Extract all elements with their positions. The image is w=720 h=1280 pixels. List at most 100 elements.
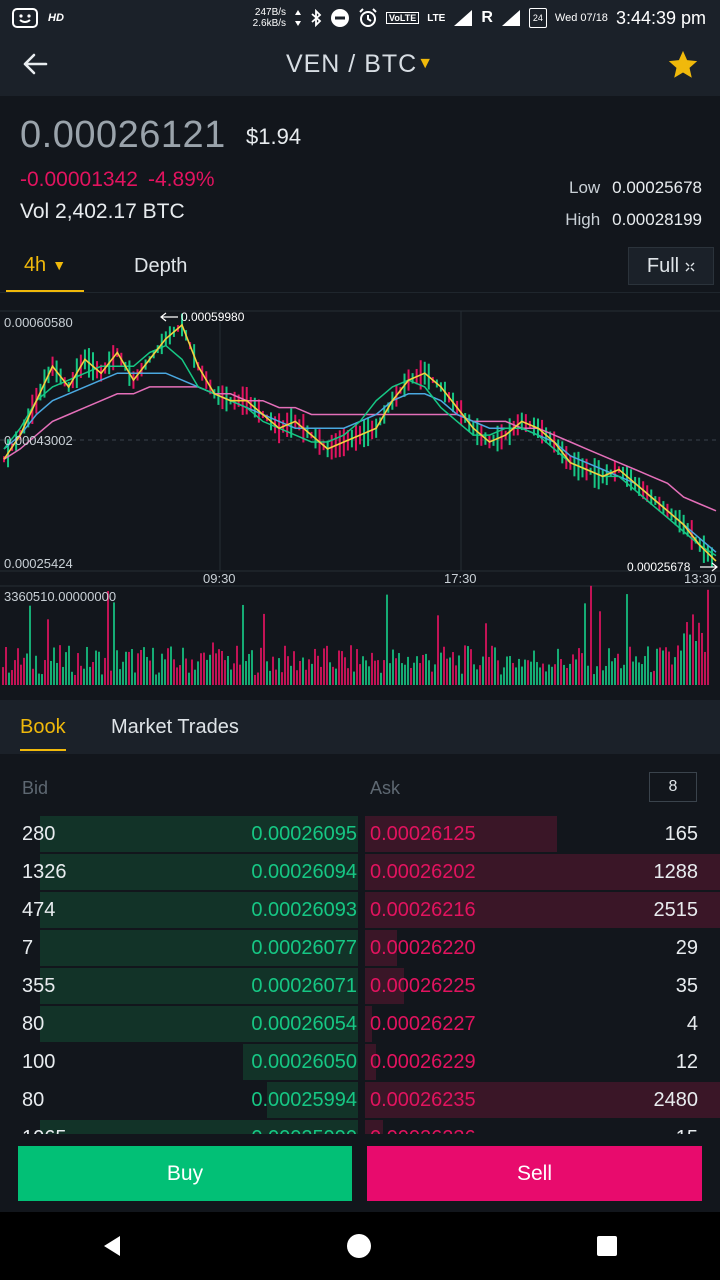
buy-button[interactable]: Buy bbox=[18, 1146, 352, 1201]
volume-bar bbox=[119, 669, 121, 685]
sell-button[interactable]: Sell bbox=[367, 1146, 702, 1201]
orderbook-row[interactable]: 1326 0.00026094 0.00026202 1288 bbox=[0, 854, 720, 892]
volume-bar bbox=[659, 647, 661, 685]
volume-bar bbox=[128, 651, 130, 685]
volume-bar bbox=[11, 670, 13, 685]
volume-bar bbox=[257, 672, 259, 685]
ma-fast-line bbox=[3, 344, 717, 557]
volume-bar bbox=[224, 660, 226, 685]
volume-bar bbox=[329, 662, 331, 685]
volume-bar bbox=[410, 667, 412, 685]
volume-bar bbox=[557, 648, 559, 685]
back-button[interactable] bbox=[18, 50, 52, 82]
ask-depth-bar bbox=[365, 892, 720, 928]
volume-bar bbox=[587, 665, 589, 685]
volume-bar bbox=[608, 648, 610, 685]
orderbook-row[interactable]: 474 0.00026093 0.00026216 2515 bbox=[0, 892, 720, 930]
volume-bar bbox=[671, 664, 673, 685]
volume-bar bbox=[179, 665, 181, 685]
volume-bar bbox=[98, 651, 100, 685]
orderbook-row[interactable]: 100 0.00026050 0.00026229 12 bbox=[0, 1044, 720, 1082]
volume-bar bbox=[488, 656, 490, 685]
orderbook-row[interactable]: 7 0.00026077 0.00026220 29 bbox=[0, 930, 720, 968]
date: Wed 07/18 bbox=[554, 12, 608, 24]
favorite-button[interactable] bbox=[666, 48, 700, 82]
volume-bar bbox=[398, 653, 400, 685]
volume-bar bbox=[491, 645, 493, 685]
volume-bar bbox=[569, 663, 571, 685]
back-arrow-icon bbox=[22, 52, 48, 81]
bid-quantity: 355 bbox=[22, 975, 56, 997]
volume-bar bbox=[143, 647, 145, 685]
volume-bar bbox=[332, 666, 334, 685]
volume-bar bbox=[572, 654, 574, 685]
price-change: -0.00001342 -4.89% bbox=[20, 168, 215, 192]
nav-recents-icon[interactable] bbox=[597, 1236, 617, 1256]
volume-bar bbox=[437, 615, 439, 685]
min-marker-arrow bbox=[700, 562, 718, 572]
volume-bar bbox=[2, 667, 4, 685]
volume-bar bbox=[302, 657, 304, 685]
volume-bar bbox=[545, 671, 547, 685]
orderbook-row[interactable]: 80 0.00026054 0.00026227 4 bbox=[0, 1006, 720, 1044]
volume-bar bbox=[83, 668, 85, 685]
volume-bar bbox=[368, 666, 370, 685]
volume-bar bbox=[290, 665, 292, 685]
volume-bar bbox=[44, 660, 46, 685]
volume-bar bbox=[413, 662, 415, 685]
volume-bar bbox=[695, 640, 697, 685]
volume-bar bbox=[434, 664, 436, 685]
pair-title: VEN / BTC bbox=[285, 50, 418, 78]
pair-selector[interactable]: VEN / BTC▼ bbox=[0, 50, 720, 79]
volume-bar bbox=[221, 650, 223, 685]
bid-price: 0.00025990 bbox=[251, 1127, 357, 1134]
volume-bar bbox=[251, 650, 253, 685]
ask-quantity: 165 bbox=[664, 823, 698, 845]
volume-bar bbox=[578, 648, 580, 685]
top-app-bar: VEN / BTC▼ bbox=[0, 36, 720, 96]
volume-bar bbox=[449, 657, 451, 685]
tab-interval[interactable]: 4h ▼ bbox=[6, 240, 84, 292]
fullscreen-button[interactable]: Full bbox=[628, 247, 714, 285]
orderbook-row[interactable]: 280 0.00026095 0.00026125 165 bbox=[0, 816, 720, 854]
ask-price: 0.00026229 bbox=[370, 1051, 476, 1073]
volume-bar bbox=[323, 648, 325, 685]
volume-bar bbox=[401, 663, 403, 685]
volume-bar bbox=[47, 619, 49, 685]
candlestick-chart[interactable]: 0.00060580 0.00043002 0.00025424 09:30 1… bbox=[0, 293, 720, 685]
volume-bar bbox=[386, 594, 388, 685]
expand-icon bbox=[685, 255, 695, 278]
volume-bar bbox=[371, 652, 373, 685]
bid-price: 0.00026054 bbox=[251, 1013, 357, 1035]
ask-depth-bar bbox=[365, 1006, 372, 1042]
high-label: High bbox=[565, 210, 601, 229]
battery-level: 24 bbox=[532, 13, 543, 23]
orderbook-row[interactable]: 1065 0.00025990 0.00026236 15 bbox=[0, 1120, 720, 1134]
volume-bar bbox=[137, 653, 139, 685]
volume-bar bbox=[506, 656, 508, 685]
volume-bar bbox=[113, 602, 115, 685]
tab-book[interactable]: Book bbox=[20, 716, 66, 751]
bid-price: 0.00025994 bbox=[251, 1089, 357, 1111]
volume-bar bbox=[353, 671, 355, 685]
orderbook-row[interactable]: 80 0.00025994 0.00026235 2480 bbox=[0, 1082, 720, 1120]
volume-bar bbox=[335, 668, 337, 685]
volume-max-label: 3360510.00000000 bbox=[4, 589, 116, 604]
volume-bar bbox=[515, 667, 517, 685]
volume-bar bbox=[53, 647, 55, 685]
volume-bar bbox=[359, 664, 361, 685]
volume-bar bbox=[344, 657, 346, 685]
orderbook-row[interactable]: 355 0.00026071 0.00026225 35 bbox=[0, 968, 720, 1006]
volume-bar bbox=[38, 673, 40, 685]
max-marker-arrow bbox=[160, 312, 178, 322]
usd-price: $1.94 bbox=[246, 124, 302, 149]
tab-market-trades[interactable]: Market Trades bbox=[111, 716, 239, 738]
change-percent: -4.89% bbox=[147, 168, 215, 191]
volume-bar bbox=[614, 657, 616, 685]
decimals-selector[interactable]: 8 bbox=[649, 772, 697, 802]
nav-back-icon[interactable] bbox=[100, 1234, 124, 1263]
volume-bar bbox=[122, 661, 124, 685]
tab-depth[interactable]: Depth bbox=[134, 255, 188, 277]
nav-home-icon[interactable] bbox=[347, 1234, 371, 1258]
bid-depth-bar bbox=[40, 816, 358, 852]
